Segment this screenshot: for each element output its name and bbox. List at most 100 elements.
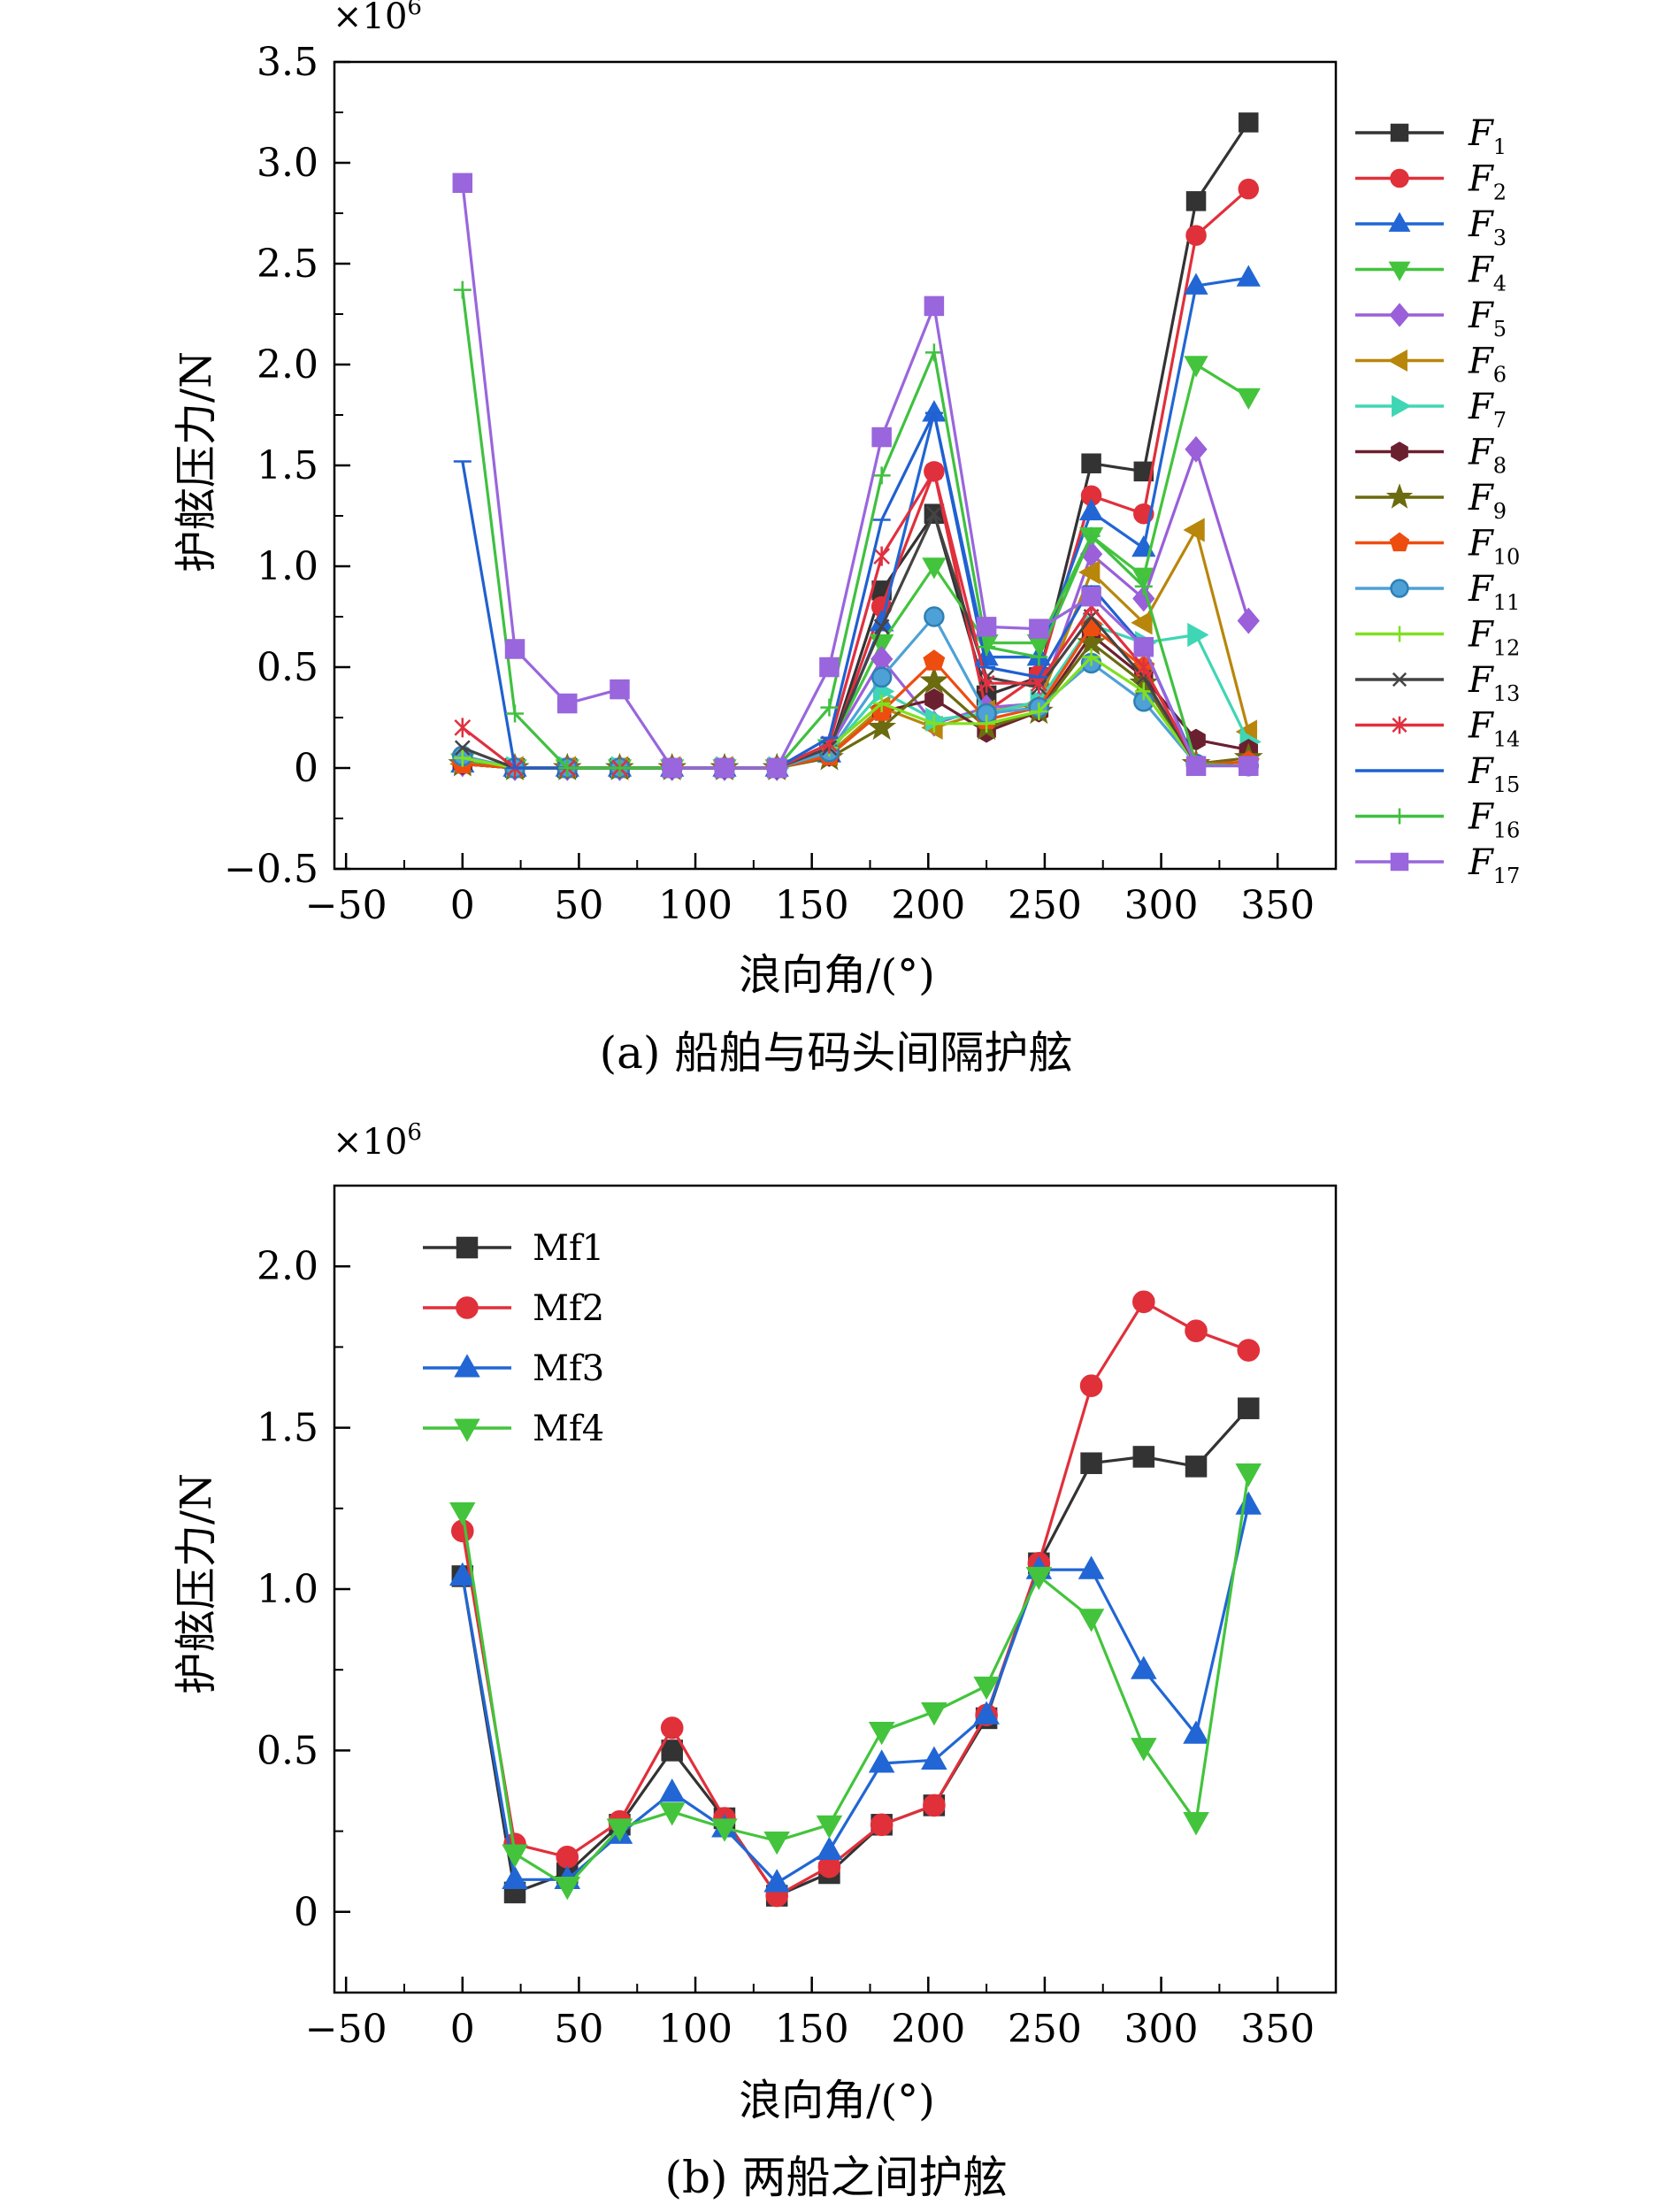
- legend-item: F13: [1355, 660, 1520, 706]
- data-point: [978, 673, 995, 694]
- panel-a-chart: ×106 −50 0 50 100 150 200 250 300 350 −0.5 0 0.5 1.0…: [172, 0, 1520, 1079]
- data-point: [919, 665, 949, 694]
- data-point: [924, 714, 943, 733]
- legend-item: Mf2: [423, 1288, 604, 1329]
- data-point: [453, 280, 472, 299]
- legend-item: F5: [1355, 296, 1507, 342]
- legend-item: F17: [1355, 842, 1520, 888]
- data-point: [1183, 1812, 1209, 1836]
- legend-label: F8: [1468, 433, 1507, 479]
- panel-b-x-axis-title: 浪向角/(°): [739, 2076, 935, 2125]
- legend-label: Mf1: [533, 1228, 604, 1269]
- panel-b-multiplier: ×106: [333, 1119, 422, 1163]
- data-point: [610, 759, 629, 777]
- data-point: [658, 1778, 686, 1802]
- data-point: [872, 466, 891, 485]
- data-point: [921, 1746, 947, 1770]
- data-point: [1025, 1566, 1053, 1591]
- legend-item: F11: [1355, 569, 1520, 615]
- data-point: [873, 618, 890, 635]
- data-point: [610, 679, 630, 700]
- data-point: [1238, 1397, 1260, 1419]
- data-point: [454, 718, 472, 738]
- data-point: [1183, 518, 1205, 542]
- x-tick-label: −50: [305, 2007, 387, 2052]
- legend-marker: [1388, 211, 1411, 232]
- data-point: [1236, 265, 1261, 287]
- legend-label: F7: [1468, 387, 1507, 433]
- data-point: [661, 1740, 683, 1762]
- x-tick-label: −50: [305, 883, 387, 928]
- legend-marker: [1392, 395, 1412, 418]
- panel-a-legend: F1F2F3F4F5F6F7F8F9F10F11F12F13F14F15F16F…: [1355, 113, 1520, 888]
- x-tick-label: 300: [1124, 883, 1199, 928]
- y-tick-label: 0: [294, 1890, 318, 1935]
- series-line: [461, 1300, 1249, 1898]
- y-tick-label: 2.0: [257, 342, 318, 388]
- legend-marker: [454, 1418, 480, 1442]
- data-point: [1133, 636, 1154, 657]
- data-point: [1029, 618, 1049, 639]
- panel-a-y-axis-title: 护舷压力/N: [172, 351, 221, 572]
- legend-label: F2: [1468, 159, 1507, 205]
- series-mf4: [449, 1463, 1262, 1901]
- legend-item: F14: [1355, 706, 1520, 752]
- panel-a-caption: (a) 船舶与码头间隔护舷: [600, 1027, 1073, 1079]
- y-tick-label: 1.0: [257, 544, 318, 589]
- legend-item: F10: [1355, 524, 1520, 570]
- legend-marker: [1390, 852, 1409, 872]
- x-tick-label: 150: [775, 2007, 849, 2052]
- legend-item: F6: [1355, 342, 1507, 388]
- data-point: [1236, 388, 1261, 411]
- data-point: [872, 695, 891, 713]
- y-tick-label: 2.0: [257, 1244, 318, 1289]
- data-point: [976, 617, 997, 637]
- data-point: [558, 759, 577, 777]
- data-point: [557, 693, 578, 714]
- data-point: [925, 461, 943, 481]
- x-tick-label: 0: [450, 883, 475, 928]
- data-point: [1132, 1446, 1155, 1468]
- data-point: [923, 649, 946, 671]
- data-point: [819, 657, 840, 678]
- data-point: [816, 1836, 843, 1861]
- data-point: [1078, 1609, 1105, 1632]
- data-point: [502, 1844, 528, 1868]
- legend-item: F4: [1355, 250, 1507, 296]
- legend-marker: [1390, 123, 1409, 142]
- data-point: [1185, 225, 1207, 246]
- legend-label: F5: [1468, 296, 1507, 342]
- data-point: [924, 606, 945, 627]
- data-point: [606, 1818, 633, 1842]
- data-point: [871, 666, 893, 688]
- x-tick-label: 200: [891, 2007, 965, 2052]
- data-point: [1185, 435, 1208, 463]
- data-point: [1238, 178, 1260, 200]
- data-point: [868, 1721, 895, 1746]
- data-point: [1184, 356, 1208, 378]
- panel-b-series: [449, 1290, 1262, 1908]
- data-point: [973, 1701, 1000, 1724]
- data-point: [924, 296, 945, 317]
- data-point: [1235, 1491, 1262, 1515]
- legend-label: F14: [1468, 706, 1520, 752]
- panel-b-ticks: −50 0 50 100 150 200 250 300 350 0 0.5 1.0 1.5 2.0: [257, 1244, 1315, 2052]
- series-f5: [451, 435, 1260, 781]
- data-point: [1185, 1455, 1208, 1478]
- legend-label: Mf3: [533, 1348, 604, 1389]
- data-point: [978, 714, 996, 733]
- data-point: [870, 1813, 894, 1837]
- x-tick-label: 50: [554, 883, 603, 928]
- data-point: [820, 698, 839, 717]
- data-point: [867, 712, 897, 741]
- data-point: [1237, 1339, 1261, 1362]
- legend-label: F9: [1468, 478, 1507, 524]
- legend-marker: [1389, 532, 1410, 552]
- legend-item: F2: [1355, 159, 1507, 205]
- data-point: [1185, 1319, 1208, 1342]
- y-tick-label: 1.5: [257, 1406, 318, 1451]
- data-point: [1134, 682, 1153, 701]
- y-tick-label: −0.5: [224, 847, 318, 892]
- legend-label: F3: [1468, 204, 1507, 250]
- series-line: [461, 289, 1249, 770]
